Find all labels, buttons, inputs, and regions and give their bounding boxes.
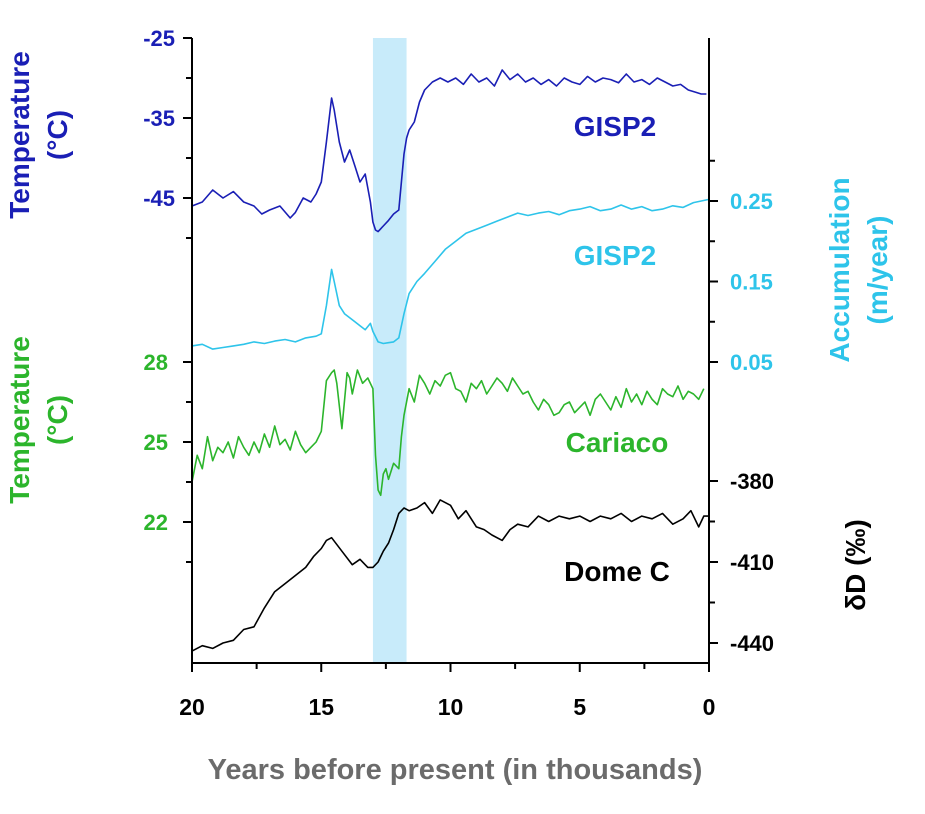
gisp2-accumulation-series-label: GISP2 (574, 240, 656, 271)
x-axis-label: Years before present (in thousands) (208, 754, 703, 786)
gisp2_temp-tick-label: -45 (143, 186, 175, 211)
x-tick-label: 15 (308, 694, 334, 720)
gisp2-accumulation-line (191, 198, 710, 350)
dome-c-line (191, 499, 709, 652)
cariaco-temperature-axis-title: Temperature (°C) (4, 336, 73, 504)
gisp2_temp-tick-label: -25 (143, 26, 175, 51)
domec_dd-tick-label: -440 (730, 631, 774, 656)
younger-dryas-band (372, 38, 407, 663)
x-tick-label: 20 (179, 694, 205, 720)
cariaco_temp-tick-label: 25 (144, 430, 168, 455)
dome-c-series-label: Dome C (564, 556, 670, 587)
gisp2-temperature-axis-title-line: (°C) (42, 110, 73, 160)
gisp2_temp-tick-label: -35 (143, 106, 175, 131)
gisp2-temperature-axis-title: Temperature (°C) (4, 51, 73, 219)
cariaco_temp-tick-label: 28 (144, 350, 168, 375)
delta-d-axis-title-line: δD (‰) (840, 519, 871, 611)
accumulation-axis-title: Accumulation (m/year) (824, 177, 893, 362)
domec_dd-tick-label: -410 (730, 550, 774, 575)
gisp2_acc-tick-label: 0.25 (730, 189, 773, 214)
gisp2_acc-tick-label: 0.05 (730, 350, 773, 375)
accumulation-axis-title-line: (m/year) (862, 216, 893, 325)
x-tick-label: 5 (573, 694, 586, 720)
cariaco-temperature-axis-title-line: (°C) (42, 395, 73, 445)
x-tick-label: 10 (438, 694, 464, 720)
gisp2-temperature-line (191, 69, 707, 233)
cariaco-temperature-axis-title-line: Temperature (4, 336, 35, 504)
gisp2-temperature-axis-title-line: Temperature (4, 51, 35, 219)
accumulation-axis-title-line: Accumulation (824, 177, 855, 362)
delta-d-axis-title: δD (‰) (840, 519, 871, 611)
gisp2_acc-tick-label: 0.15 (730, 270, 773, 295)
gisp2-temperature-series-label: GISP2 (574, 111, 656, 142)
cariaco-series-label: Cariaco (566, 427, 669, 458)
domec_dd-tick-label: -380 (730, 469, 774, 494)
cariaco_temp-tick-label: 22 (144, 510, 168, 535)
x-tick-label: 0 (703, 694, 716, 720)
cariaco-temperature-line (191, 369, 705, 497)
